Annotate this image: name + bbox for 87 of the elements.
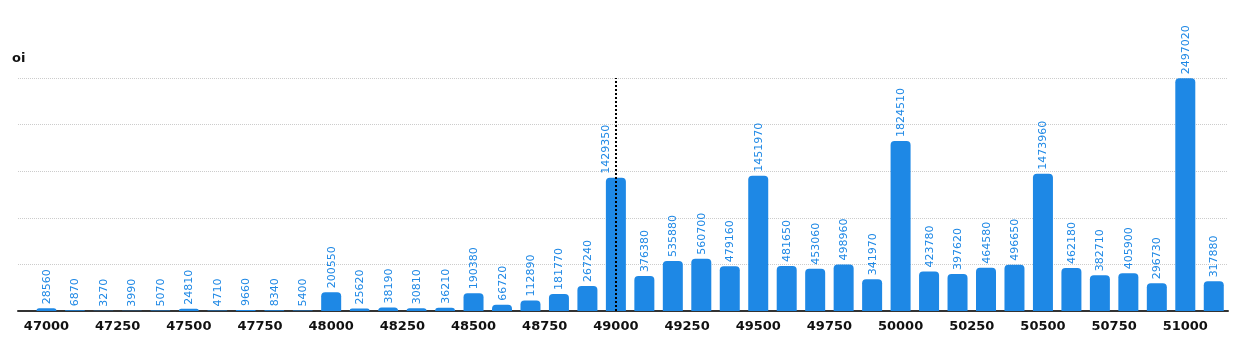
data-label: 38190: [381, 268, 395, 304]
data-label: 66720: [495, 265, 509, 301]
data-label: 3270: [96, 278, 110, 307]
data-label: 30810: [410, 269, 424, 305]
x-tick-label: 50000: [877, 318, 924, 333]
bar: [1175, 78, 1196, 311]
x-tick-label: 48250: [379, 318, 425, 333]
data-label: 464580: [979, 221, 993, 264]
data-label: 376380: [637, 229, 651, 272]
bar: [605, 177, 626, 311]
data-label: 1451970: [751, 122, 765, 172]
data-label: 1824510: [894, 87, 908, 137]
data-label: 560700: [694, 212, 708, 255]
data-label: 200550: [324, 246, 338, 289]
x-tick-label: 50750: [1091, 318, 1137, 333]
bar: [805, 268, 826, 311]
x-tick-label: 50500: [1020, 318, 1066, 333]
x-tick-label: 48750: [522, 318, 568, 333]
data-label: 496650: [1007, 218, 1021, 261]
x-tick-label: 47500: [166, 318, 212, 333]
bar: [520, 300, 541, 311]
bar: [1146, 283, 1167, 311]
data-label: 1473960: [1036, 120, 1050, 170]
data-label: 25620: [353, 269, 367, 305]
bar: [862, 279, 883, 311]
data-label: 535880: [666, 215, 680, 258]
data-label: 498960: [837, 218, 851, 261]
bar: [691, 258, 712, 311]
x-tick-label: 49500: [735, 318, 781, 333]
bar: [577, 286, 598, 311]
data-label: 397620: [951, 227, 965, 270]
y-axis-title: oi: [12, 50, 26, 65]
data-label: 6870: [68, 278, 82, 307]
data-label: 24810: [182, 269, 196, 305]
bar: [321, 292, 342, 311]
x-tick-label: 47250: [95, 318, 141, 333]
bar: [1089, 275, 1110, 311]
data-label: 341970: [865, 233, 879, 276]
x-tick-label: 47000: [23, 318, 70, 333]
data-label: 479160: [723, 220, 737, 263]
data-label: 462180: [1064, 221, 1078, 264]
bar: [833, 264, 854, 311]
data-label: 28560: [39, 269, 53, 305]
bar: [1004, 264, 1025, 311]
bar: [1032, 173, 1053, 311]
bar: [1118, 273, 1139, 311]
data-label: 4710: [210, 278, 224, 307]
data-label: 296730: [1150, 237, 1164, 280]
x-tick-label: 47750: [237, 318, 283, 333]
data-label: 423780: [922, 225, 936, 268]
bar: [548, 294, 569, 311]
bar: [463, 293, 484, 311]
bar: [919, 271, 940, 311]
bar: [890, 140, 911, 311]
data-label: 9660: [239, 278, 253, 307]
bar: [662, 261, 683, 311]
data-label: 5070: [153, 278, 167, 307]
data-label: 405900: [1121, 227, 1135, 270]
data-label: 382710: [1093, 229, 1107, 272]
bar: [1061, 267, 1082, 311]
data-label: 8340: [267, 278, 281, 307]
data-label: 267240: [580, 240, 594, 283]
bar: [776, 266, 797, 311]
data-label: 1429350: [599, 124, 613, 174]
data-label: 181770: [552, 248, 566, 291]
data-label: 481650: [780, 220, 794, 263]
x-tick-label: 49250: [664, 318, 710, 333]
x-tick-label: 48500: [450, 318, 497, 333]
data-label: 453060: [808, 222, 822, 265]
data-label: 2497020: [1178, 25, 1192, 75]
bar: [634, 275, 655, 311]
x-tick-label: 48000: [308, 318, 354, 333]
x-tick-label: 50250: [949, 318, 995, 333]
x-tick-label: 51000: [1162, 318, 1208, 333]
bar: [976, 267, 996, 311]
data-label: 112890: [523, 254, 537, 297]
bar: [748, 175, 769, 311]
x-tick-label: 49750: [806, 318, 853, 333]
x-tick-label: 49000: [593, 318, 639, 333]
data-label: 190380: [467, 247, 481, 290]
data-label: 36210: [438, 268, 452, 304]
bar: [1203, 281, 1224, 311]
data-label: 317880: [1207, 235, 1221, 278]
data-label: 5400: [296, 278, 310, 307]
bar: [947, 273, 968, 311]
bar: [719, 266, 740, 311]
data-label: 3990: [125, 278, 139, 307]
